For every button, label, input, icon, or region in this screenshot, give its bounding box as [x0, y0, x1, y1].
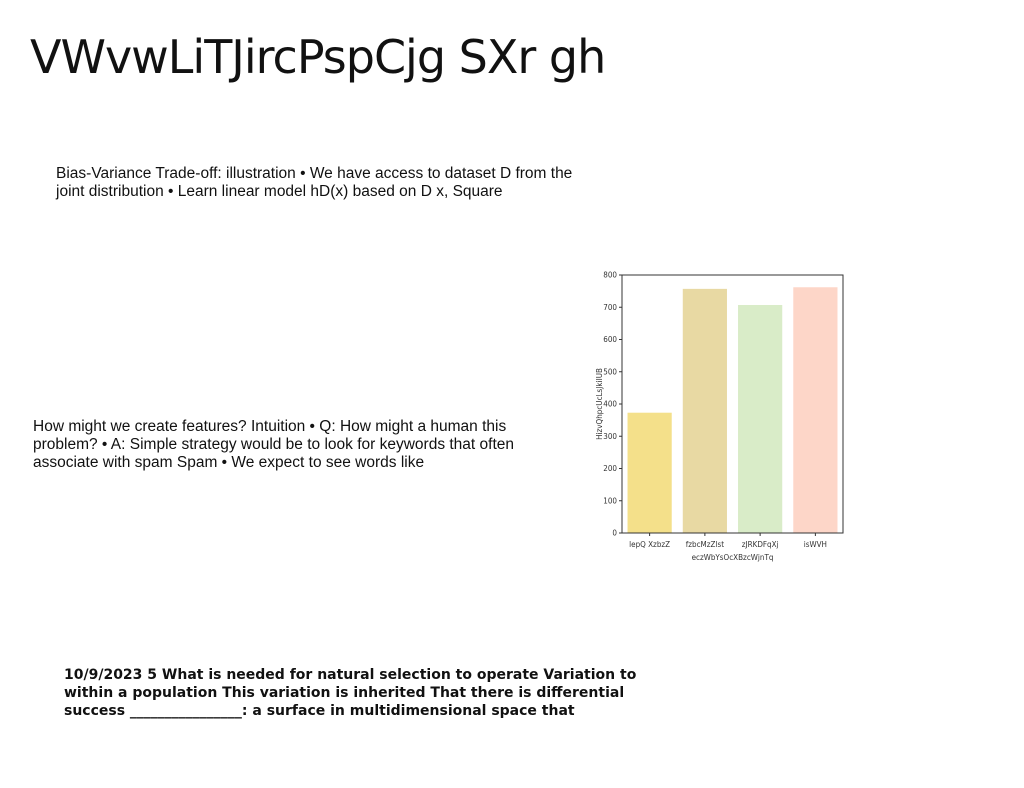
y-tick-label-0: 0: [612, 529, 617, 538]
bar-2: [738, 304, 783, 533]
y-tick-label-4: 400: [603, 400, 617, 409]
x-tick-label-0: lepQ XzbzZ: [629, 540, 670, 549]
y-tick-label-2: 200: [603, 464, 617, 473]
x-tick-label-3: isWVH: [804, 540, 827, 549]
bar-chart: 0 100 200 300 400 500 600 700 800 lepQ XzbzZ fzbcM…: [595, 271, 844, 562]
y-tick-label-8: 800: [603, 271, 617, 280]
y-tick-label-3: 300: [603, 432, 617, 441]
y-tick-label-7: 700: [603, 303, 617, 312]
bar-1: [682, 288, 727, 533]
x-tick-label-1: fzbcMzZlst: [686, 540, 725, 549]
bar-3: [793, 287, 838, 533]
y-tick-label-1: 100: [603, 496, 617, 505]
slide-title: VWvwLiTJircPspCjg SXr gh: [30, 30, 606, 84]
y-tick-label-5: 500: [603, 367, 617, 376]
y-tick-label-6: 600: [603, 335, 617, 344]
text-block-features: How might we create features? Intuition …: [33, 418, 515, 471]
bar-0: [627, 412, 672, 533]
text-block-bias-variance: Bias-Variance Trade-off: illustration • …: [56, 165, 573, 200]
x-axis-label: eczWbYsOcXBzcWjnTq: [692, 553, 774, 562]
y-axis-label: HizvQhpcUcLsJkiIUB: [595, 368, 604, 440]
x-tick-label-2: zJRKDFqXj: [742, 540, 779, 549]
text-block-natural-selection: 10/9/2023 5 What is needed for natural s…: [64, 667, 637, 719]
